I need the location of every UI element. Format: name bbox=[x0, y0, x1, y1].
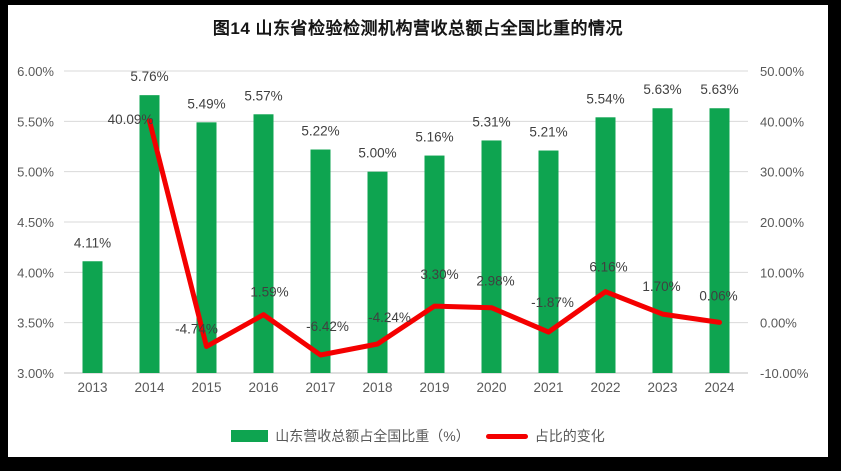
bar-2016 bbox=[253, 114, 274, 373]
bar-label-2022: 5.54% bbox=[586, 91, 624, 106]
bar-2024 bbox=[709, 108, 730, 373]
year-label-2022: 2022 bbox=[590, 380, 620, 395]
bar-label-2023: 5.63% bbox=[643, 82, 681, 97]
line-label-2015: -4.74% bbox=[175, 322, 218, 337]
year-label-2016: 2016 bbox=[248, 380, 278, 395]
left-axis-tick: 4.50% bbox=[17, 215, 54, 230]
bar-label-2020: 5.31% bbox=[472, 114, 510, 129]
year-label-2013: 2013 bbox=[77, 380, 107, 395]
line-label-2014: 40.09% bbox=[108, 112, 154, 127]
line-label-2023: 1.70% bbox=[642, 279, 680, 294]
left-axis-tick: 6.00% bbox=[17, 64, 54, 79]
legend-line-swatch-icon bbox=[485, 433, 528, 439]
bar-2021 bbox=[538, 150, 559, 373]
line-label-2017: -6.42% bbox=[306, 319, 349, 334]
bar-2018 bbox=[367, 171, 388, 373]
left-axis-tick: 3.00% bbox=[17, 366, 54, 381]
right-axis-tick: 10.00% bbox=[760, 265, 805, 280]
year-label-2021: 2021 bbox=[533, 380, 563, 395]
plot-area: 6.00% 50.00% 5.50% 40.00% 5.00% 30.00% 4.50% 20… bbox=[17, 64, 809, 395]
left-axis-tick: 4.00% bbox=[17, 265, 54, 280]
bar-label-2021: 5.21% bbox=[529, 125, 567, 140]
bar-label-2015: 5.49% bbox=[187, 96, 225, 111]
right-axis-tick: 40.00% bbox=[760, 114, 805, 129]
line-label-2020: 2.98% bbox=[476, 274, 514, 289]
line-label-2024: 0.06% bbox=[699, 288, 737, 303]
bar-2015 bbox=[196, 122, 217, 373]
line-series bbox=[147, 118, 722, 358]
left-axis-tick: 3.50% bbox=[17, 316, 54, 331]
legend: 山东营收总额占全国比重（%） 占比的变化 bbox=[8, 426, 828, 446]
line-label-2021: -1.87% bbox=[531, 295, 574, 310]
right-axis-tick: 50.00% bbox=[760, 64, 805, 79]
year-label-2020: 2020 bbox=[476, 380, 506, 395]
year-label-2019: 2019 bbox=[419, 380, 449, 395]
right-axis-tick: -10.00% bbox=[760, 366, 809, 381]
bar-label-2019: 5.16% bbox=[415, 130, 453, 145]
legend-bar-swatch-icon bbox=[231, 430, 269, 442]
line-label-2018: -4.24% bbox=[368, 310, 411, 325]
year-label-2024: 2024 bbox=[704, 380, 735, 395]
bar-2020 bbox=[481, 140, 502, 373]
year-label-2023: 2023 bbox=[647, 380, 677, 395]
year-label-2014: 2014 bbox=[134, 380, 165, 395]
year-label-2017: 2017 bbox=[305, 380, 335, 395]
legend-line-label: 占比的变化 bbox=[534, 428, 605, 444]
bar-label-2014: 5.76% bbox=[130, 69, 168, 84]
left-axis-tick: 5.50% bbox=[17, 114, 54, 129]
bar-2019 bbox=[424, 155, 445, 373]
right-axis-tick: 0.00% bbox=[760, 316, 797, 331]
bar-label-2017: 5.22% bbox=[301, 124, 339, 139]
right-axis-tick: 20.00% bbox=[760, 215, 805, 230]
left-axis-tick: 5.00% bbox=[17, 165, 54, 180]
bar-label-2013: 4.11% bbox=[74, 235, 111, 250]
bar-2023 bbox=[652, 108, 673, 373]
year-label-2015: 2015 bbox=[191, 380, 221, 395]
line-label-2019: 3.30% bbox=[420, 267, 458, 282]
chart-canvas: 6.00% 50.00% 5.50% 40.00% 5.00% 30.00% 4.50% 20… bbox=[8, 5, 828, 457]
bar-label-2016: 5.57% bbox=[244, 88, 282, 103]
bar-label-2024: 5.63% bbox=[700, 82, 738, 97]
year-label-2018: 2018 bbox=[362, 380, 392, 395]
legend-bar-label: 山东营收总额占全国比重（%） bbox=[275, 428, 470, 444]
line-label-2016: 1.59% bbox=[250, 285, 288, 300]
bar-2017 bbox=[310, 149, 331, 373]
bar-2022 bbox=[595, 117, 616, 373]
bar-2014 bbox=[139, 95, 160, 373]
line-label-2022: 6.16% bbox=[589, 260, 627, 275]
bar-label-2018: 5.00% bbox=[358, 146, 396, 161]
right-axis-tick: 30.00% bbox=[760, 165, 805, 180]
chart-title: 图14 山东省检验检测机构营收总额占全国比重的情况 bbox=[212, 19, 624, 38]
bar-2013 bbox=[82, 261, 103, 373]
